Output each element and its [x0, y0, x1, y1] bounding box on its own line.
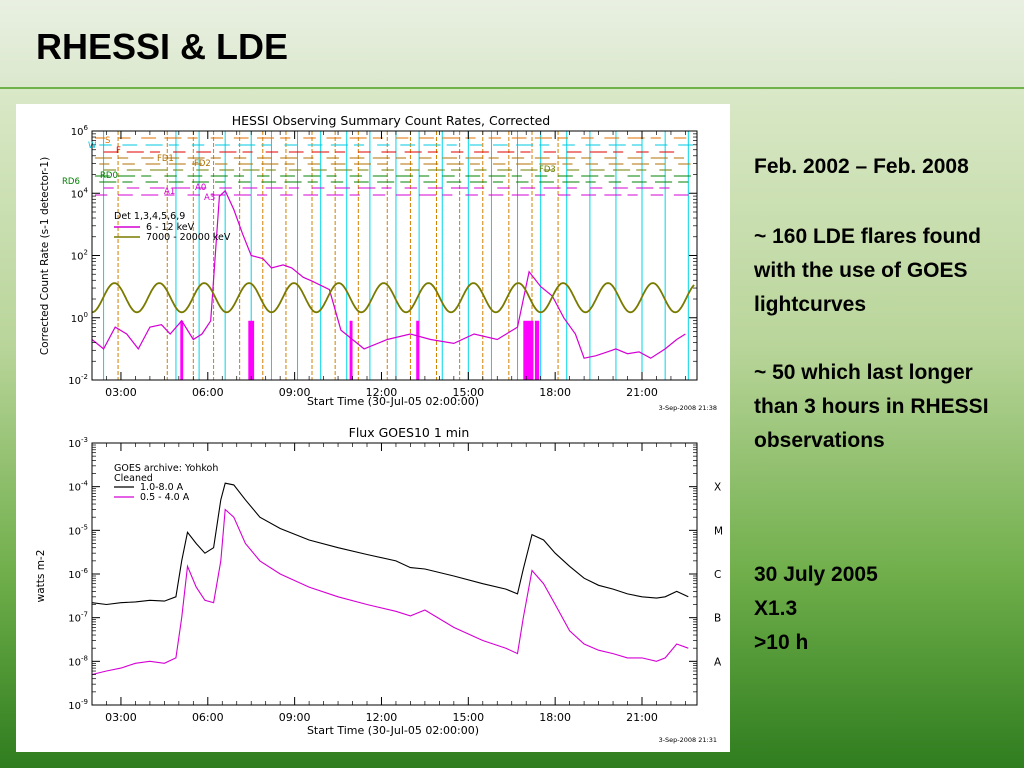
flare-class-label: A [714, 656, 722, 668]
attenuator-block [534, 320, 540, 380]
title-divider [0, 87, 1024, 89]
flare-class-label: X [714, 482, 721, 494]
goes-title: Flux GOES10 1 min [349, 425, 470, 440]
series-line-1-8-angstrom [91, 482, 689, 606]
observation-period: Feb. 2002 – Feb. 2008 [754, 155, 969, 178]
flag-label-s: S [105, 136, 110, 146]
hessi-y-tick-label: 106 [71, 124, 89, 138]
notes-panel: Feb. 2002 – Feb. 2008 ~ 160 LDE flares f… [754, 150, 1020, 660]
flag-label-w: W [88, 141, 97, 151]
attenuator-block [248, 320, 255, 380]
flag-label-rd6: RD6 [62, 177, 80, 187]
attenuator-block [180, 320, 184, 380]
attenuator-block [416, 320, 420, 380]
flag-label-fd2: FD2 [194, 159, 211, 169]
spacer [754, 322, 1020, 356]
flag-label-a3: A3 [204, 193, 215, 203]
goes-legend-header: GOES archive: Yohkoh [114, 463, 218, 474]
attenuator-block [523, 320, 534, 380]
hessi-x-tick-label: 15:00 [452, 386, 484, 399]
hessi-legend: Det 1,3,4,5,6,9 6 - 12 keV 7000 - 20000 … [114, 211, 231, 243]
flag-label-f: F [116, 146, 121, 156]
flag-label-fd3: FD3 [539, 165, 556, 175]
goes-y-axis-label: watts m-2 [35, 550, 47, 603]
goes-x-tick-label: 09:00 [279, 711, 311, 724]
hessi-y-tick-label: 10-2 [68, 373, 88, 387]
goes-y-ticks: 10-9 10-8 10-7 10-6 10-5 10-4 10-3 [68, 436, 697, 712]
figure-panel: HESSI Observing Summary Count Rates, Cor… [16, 104, 730, 752]
flag-label-a1: A1 [164, 187, 175, 197]
goes-y-tick-label: 10-4 [68, 480, 88, 494]
hessi-x-tick-label: 06:00 [192, 386, 224, 399]
hessi-x-tick-label: 18:00 [539, 386, 571, 399]
hessi-legend-entry-2: 7000 - 20000 keV [146, 232, 231, 243]
goes-y-tick-label: 10-5 [68, 523, 88, 537]
goes-y-tick-label: 10-6 [68, 567, 88, 581]
hessi-x-ticks: 03:00 06:00 09:00 12:00 15:00 18:00 21:00 [91, 131, 686, 399]
goes-legend-entry-2: 0.5 - 4.0 A [140, 492, 190, 503]
hessi-x-tick-label: 09:00 [279, 386, 311, 399]
series-line-6-12-kev [91, 189, 686, 359]
goes-legend-subheader: Cleaned [114, 473, 153, 484]
series-line-7000-20000-kev [91, 282, 695, 314]
goes-x-tick-label: 18:00 [539, 711, 571, 724]
flag-label-fd1: FD1 [157, 154, 174, 164]
goes-x-tick-label: 06:00 [192, 711, 224, 724]
hessi-series [91, 189, 695, 359]
goes-x-ticks: 03:00 06:00 09:00 12:00 15:00 18:00 21:00 [91, 443, 686, 724]
hessi-x-tick-label: 03:00 [105, 386, 137, 399]
spacer [754, 458, 1020, 558]
flare-class-label: C [714, 569, 721, 581]
figure-svg: HESSI Observing Summary Count Rates, Cor… [35, 113, 723, 744]
hessi-legend-entry-1: 6 - 12 keV [146, 222, 195, 233]
hessi-y-tick-label: 104 [71, 186, 89, 200]
hessi-x-axis-label: Start Time (30-Jul-05 02:00:00) [307, 395, 479, 408]
hessi-title: HESSI Observing Summary Count Rates, Cor… [232, 113, 551, 128]
series-line-0p5-4-angstrom [91, 508, 689, 676]
title-band: RHESSI & LDE [0, 0, 1024, 88]
goes-x-axis-label: Start Time (30-Jul-05 02:00:00) [307, 724, 479, 737]
hessi-y-tick-label: 102 [71, 249, 88, 263]
hessi-flag-overlay [94, 131, 693, 380]
spacer [754, 184, 1020, 220]
hessi-y-ticks: 10-2 100 102 104 106 [68, 124, 697, 387]
goes-x-tick-label: 15:00 [452, 711, 484, 724]
hessi-flag-labels: S F W FD1 FD2 FD3 RD6 RD0 A0 A1 A3 [62, 136, 556, 203]
goes-x-tick-label: 12:00 [366, 711, 398, 724]
flag-label-a0: A0 [195, 183, 206, 193]
attenuator-block [349, 320, 353, 380]
goes-y-tick-label: 10-7 [68, 611, 88, 625]
hessi-x-tick-label: 12:00 [366, 386, 398, 399]
hessi-chart: HESSI Observing Summary Count Rates, Cor… [39, 113, 717, 412]
hessi-date-stamp: 3-Sep-2008 21:38 [659, 404, 717, 412]
hessi-y-tick-label: 100 [71, 311, 88, 325]
flare-class-label: M [714, 525, 723, 537]
goes-x-tick-label: 03:00 [105, 711, 137, 724]
goes-legend: GOES archive: Yohkoh Cleaned 1.0-8.0 A 0… [114, 463, 218, 503]
event-date: 30 July 2005 [754, 563, 878, 586]
event-duration: >10 h [754, 631, 809, 654]
goes-y-tick-label: 10-3 [68, 436, 88, 450]
flag-label-rd0: RD0 [100, 171, 118, 181]
goes-legend-entry-1: 1.0-8.0 A [140, 482, 184, 493]
long-duration-note: ~ 50 which last longer than 3 hours in R… [754, 361, 989, 452]
lde-count-note: ~ 160 LDE flares found with the use of G… [754, 225, 981, 316]
goes-chart: Flux GOES10 1 min 10-910-810-710-610-510… [35, 425, 723, 744]
goes-series [91, 482, 689, 676]
goes-date-stamp: 3-Sep-2008 21:31 [659, 736, 717, 744]
goes-flare-class-labels: A B C M X [714, 482, 723, 669]
slide-title: RHESSI & LDE [36, 26, 289, 67]
goes-x-tick-label: 21:00 [626, 711, 658, 724]
goes-y-tick-label: 10-9 [68, 698, 88, 712]
hessi-x-tick-label: 21:00 [626, 386, 658, 399]
hessi-legend-header: Det 1,3,4,5,6,9 [114, 211, 185, 222]
goes-y-tick-label: 10-8 [68, 654, 88, 668]
event-class: X1.3 [754, 597, 798, 620]
hessi-y-axis-label: Corrected Count Rate (s-1 detector-1) [39, 157, 51, 355]
flare-class-label: B [714, 613, 721, 625]
